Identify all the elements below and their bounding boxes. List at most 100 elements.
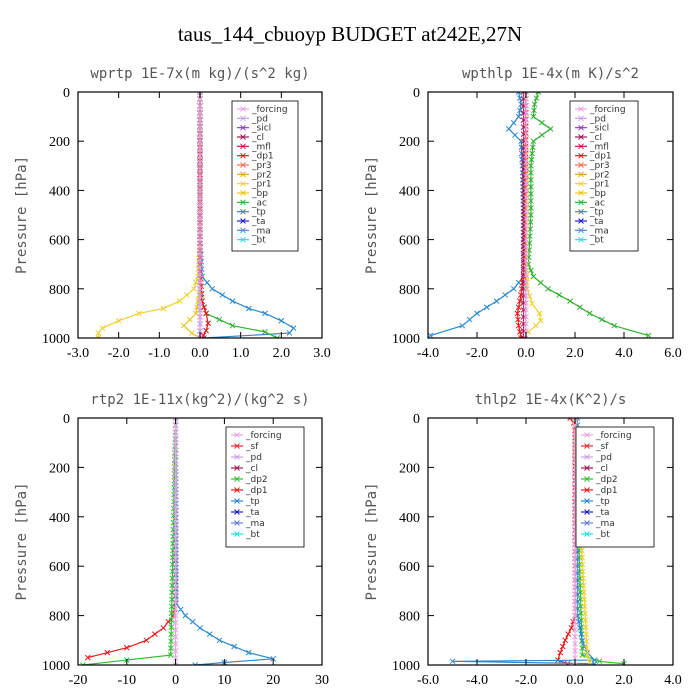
y-tick-label: 600	[49, 560, 70, 575]
series-point-_dp2	[170, 540, 176, 547]
legend-marker	[578, 143, 584, 150]
series-point-_bp	[194, 304, 200, 311]
series-point-_forcing	[572, 640, 578, 647]
series-point-_cl	[520, 321, 527, 327]
series-point-_cl	[520, 124, 527, 130]
series-point-_pr1	[95, 335, 100, 338]
series-point-_forcing	[523, 229, 529, 236]
series-point-_tp	[517, 92, 522, 95]
x-tick-label: -4.0	[417, 346, 439, 361]
series-point-_forcing	[172, 418, 177, 421]
series-point-_forcing	[523, 243, 529, 250]
series-point-_pr1	[136, 310, 142, 317]
series-point-_forcing	[523, 292, 529, 299]
panel-title: rtp2 1E-11x(kg^2)/(kg^2 s)	[90, 392, 309, 408]
series-point-_cl	[520, 152, 527, 159]
series-point-_bp	[180, 322, 187, 329]
series-point-_dp1	[201, 335, 205, 338]
series-point-_forcing	[572, 570, 578, 577]
series-point-_cl	[520, 138, 527, 145]
series-point-_cl	[520, 292, 527, 299]
legend-marker	[234, 498, 240, 504]
x-tick-label: 20	[266, 673, 280, 688]
series-point-_forcing	[572, 422, 578, 428]
legend-label: _ma	[595, 519, 615, 529]
legend-marker	[578, 208, 584, 215]
series-point-_ac	[530, 113, 537, 120]
legend-label: _ma	[251, 226, 271, 236]
series-point-_tp	[483, 304, 490, 311]
series-point-_dp2	[578, 617, 585, 624]
series-point-_pr1	[183, 292, 190, 298]
legend-label: _dp1	[251, 152, 274, 162]
series-point-_forcing	[197, 229, 203, 236]
series-point-_tp	[182, 612, 189, 619]
series-point-_pr1	[191, 285, 197, 292]
series-point-_tp	[474, 310, 480, 317]
series-point-_tp	[574, 591, 581, 598]
legend-label: _tp	[245, 497, 260, 507]
x-tick-label: 3.0	[313, 346, 331, 361]
y-tick-label: 800	[49, 610, 70, 625]
series-point-_forcing	[523, 201, 529, 208]
series-point-_forcing	[523, 180, 529, 187]
series-point-_tp	[286, 330, 293, 336]
series-point-_forcing	[523, 124, 529, 130]
series-point-_forcing	[523, 300, 529, 306]
series-point-_ac	[529, 150, 535, 157]
legend-marker	[584, 465, 590, 471]
series-point-_ac	[528, 169, 534, 176]
legend-label: _bt	[595, 530, 610, 540]
y-tick-label: 1000	[392, 332, 420, 347]
series-point-_cl	[522, 335, 527, 338]
series-point-_forcing	[523, 257, 529, 264]
series-point-_pr1	[584, 645, 590, 651]
series-point-_forcing	[172, 662, 177, 665]
series-point-_bp	[186, 316, 193, 323]
series-point-_pr1	[582, 624, 589, 631]
series-point-_forcing	[197, 145, 203, 152]
series-point-_forcing	[172, 422, 179, 428]
series-point-_ac	[528, 191, 534, 197]
series-point-_forcing	[172, 640, 179, 647]
series-point-_forcing	[172, 513, 179, 520]
legend-label: _bt	[245, 530, 260, 540]
series-point-_cl	[520, 215, 527, 222]
panel-thlp2: thlp2 1E-4x(K^2)/s Pressure [hPa] -6.0 -4.0…	[364, 392, 682, 688]
series-point-_forcing	[172, 605, 179, 612]
legend-label: _dp1	[589, 152, 612, 162]
y-tick-label: 200	[399, 135, 420, 150]
legend-marker	[584, 476, 590, 482]
series-point-_forcing	[172, 528, 179, 534]
series-point-_tp	[502, 292, 509, 298]
legend-label: _pd	[595, 453, 612, 463]
legend-box	[569, 100, 639, 252]
legend-marker	[234, 531, 240, 537]
legend-label: _dp1	[245, 486, 268, 496]
legend-marker	[240, 134, 246, 140]
series-point-_cl	[520, 159, 527, 166]
series-point-_forcing	[172, 570, 179, 577]
legend-label: _pr3	[589, 161, 610, 171]
series-point-_pr1	[583, 631, 590, 638]
series-point-_ac	[556, 292, 562, 298]
series-point-_forcing	[197, 138, 203, 145]
series-point-_tp	[428, 332, 434, 338]
legend-label: _ma	[245, 519, 265, 529]
series-point-_tp	[518, 138, 524, 145]
series-point-_dp2	[80, 662, 84, 665]
series-point-_forcing	[572, 648, 578, 654]
series-point-_tp	[270, 655, 277, 662]
series-point-_forcing	[523, 166, 529, 173]
series-point-_cl	[520, 229, 527, 236]
series-point-_forcing	[172, 485, 179, 492]
series-point-_tp	[574, 612, 581, 619]
legend-label: _cl	[589, 133, 602, 143]
series-point-_dp2	[170, 526, 177, 533]
series-point-_cl	[520, 194, 527, 201]
x-tick-label: -6.0	[417, 673, 439, 688]
series-point-_ac	[599, 316, 605, 323]
y-tick-label: 400	[49, 511, 70, 526]
series-point-_dp1	[514, 310, 521, 317]
series-point-_dp1	[201, 304, 207, 311]
